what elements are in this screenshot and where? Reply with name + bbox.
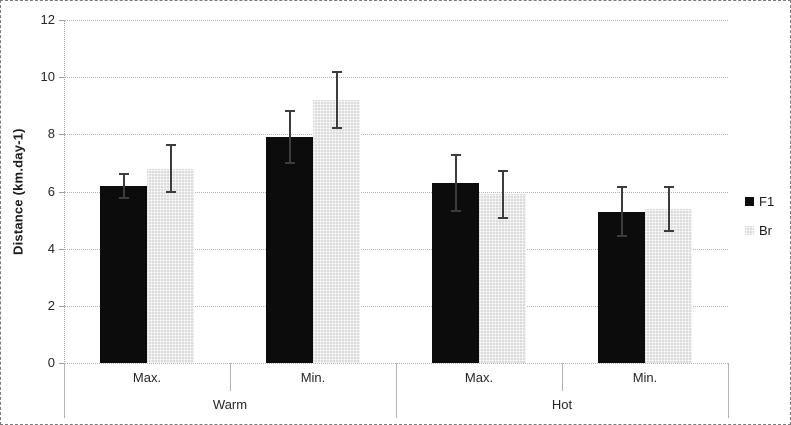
legend-swatch-f1-icon bbox=[745, 197, 754, 206]
error-bar-cap-bottom bbox=[118, 196, 129, 199]
bar-br-group2 bbox=[479, 194, 526, 363]
x-axis-category-tick bbox=[230, 363, 231, 391]
error-bar-cap-bottom bbox=[284, 162, 295, 165]
error-bar-cap-bottom bbox=[616, 235, 627, 238]
error-bar-cap-top bbox=[616, 185, 627, 188]
y-axis-tick-label: 0 bbox=[47, 355, 55, 370]
bar-br-group3 bbox=[645, 208, 692, 363]
legend-swatch-br-icon bbox=[745, 226, 754, 235]
error-bar-line bbox=[288, 110, 291, 165]
x-axis-category-label: Min. bbox=[632, 370, 658, 385]
y-axis-line bbox=[64, 20, 65, 418]
x-axis-group-label: Warm bbox=[212, 397, 248, 412]
error-bar-line bbox=[667, 185, 670, 232]
error-bar-line bbox=[501, 170, 504, 219]
error-bar-cap-top bbox=[331, 71, 342, 74]
bar-br-group0 bbox=[147, 168, 194, 363]
error-bar-line bbox=[335, 71, 338, 129]
y-axis-tick bbox=[59, 20, 64, 21]
y-axis-tick-label: 2 bbox=[47, 297, 55, 313]
x-axis-category-label: Max. bbox=[464, 370, 494, 385]
gridline-10 bbox=[64, 77, 728, 79]
y-axis-tick bbox=[59, 305, 64, 307]
y-axis-tick bbox=[59, 77, 64, 79]
y-axis-tick bbox=[59, 248, 64, 250]
error-bar-cap-bottom bbox=[450, 209, 461, 212]
gridline-8 bbox=[64, 134, 728, 136]
error-bar-cap-top bbox=[663, 185, 674, 188]
error-bar-cap-bottom bbox=[165, 190, 176, 193]
legend-label-f1: F1 bbox=[759, 194, 775, 209]
y-axis-tick-label: 10 bbox=[40, 69, 55, 85]
y-axis-tick-label: 8 bbox=[47, 126, 55, 142]
y-axis-tick bbox=[59, 363, 64, 364]
error-bar-cap-bottom bbox=[663, 229, 674, 232]
bar-br-group1 bbox=[313, 100, 360, 363]
gridline-6 bbox=[64, 191, 728, 193]
bar-f1-group2 bbox=[432, 182, 479, 363]
legend-item-f1: F1 bbox=[745, 194, 774, 209]
y-axis-tick bbox=[59, 134, 64, 136]
error-bar-cap-top bbox=[118, 172, 129, 175]
bar-f1-group1 bbox=[266, 137, 313, 363]
error-bar-line bbox=[122, 172, 125, 199]
legend-label-br: Br bbox=[759, 223, 772, 238]
error-bar-cap-top bbox=[497, 170, 508, 173]
error-bar-line bbox=[620, 185, 623, 238]
error-bar-line bbox=[169, 144, 172, 193]
x-axis-category-label: Max. bbox=[132, 370, 162, 385]
legend-item-br: Br bbox=[745, 223, 774, 238]
error-bar-cap-top bbox=[165, 144, 176, 147]
error-bar-cap-bottom bbox=[331, 126, 342, 129]
y-axis-tick-label: 6 bbox=[47, 183, 55, 199]
legend: F1 Br bbox=[745, 194, 774, 238]
x-axis-group-tick bbox=[728, 363, 729, 418]
bar-f1-group0 bbox=[100, 185, 147, 363]
x-axis-category-label: Min. bbox=[300, 370, 326, 385]
gridline-12 bbox=[64, 20, 728, 21]
x-axis-group-tick bbox=[64, 363, 65, 418]
error-bar-cap-top bbox=[450, 154, 461, 157]
y-axis-tick-label: 12 bbox=[40, 12, 55, 27]
y-axis-tick bbox=[59, 191, 64, 193]
x-axis-group-label: Hot bbox=[551, 397, 573, 412]
plot-area bbox=[64, 20, 728, 364]
error-bar-cap-top bbox=[284, 110, 295, 113]
gridline-4 bbox=[64, 248, 728, 250]
gridline-2 bbox=[64, 305, 728, 307]
x-axis-category-tick bbox=[562, 363, 563, 391]
x-axis-group-tick bbox=[396, 363, 397, 418]
error-bar-cap-bottom bbox=[497, 216, 508, 219]
y-axis-tick-label: 4 bbox=[47, 240, 55, 256]
error-bar-line bbox=[454, 154, 457, 212]
